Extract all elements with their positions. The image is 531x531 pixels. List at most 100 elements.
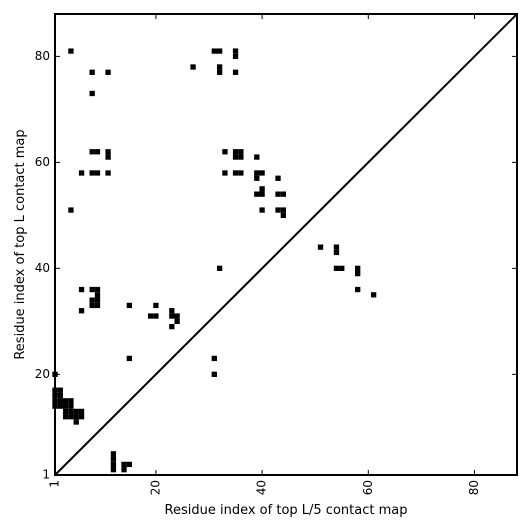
contact-point bbox=[78, 170, 85, 176]
contact-point bbox=[355, 286, 361, 293]
contact-point bbox=[169, 313, 175, 319]
x-tick-label: 1 bbox=[48, 480, 62, 488]
contact-point bbox=[280, 212, 286, 219]
contact-point bbox=[68, 403, 74, 409]
contact-point bbox=[94, 149, 101, 155]
diagonal-line bbox=[54, 13, 518, 476]
contact-point bbox=[105, 170, 111, 176]
contact-point bbox=[94, 286, 101, 293]
contact-point bbox=[232, 170, 239, 176]
contact-point bbox=[89, 149, 95, 155]
contact-point bbox=[211, 355, 217, 362]
contact-point bbox=[254, 154, 260, 160]
x-axis-label: Residue index of top L/5 contact map bbox=[165, 503, 408, 518]
contact-point bbox=[68, 414, 74, 420]
contact-point bbox=[78, 414, 85, 420]
contact-point bbox=[110, 461, 117, 468]
contact-point bbox=[94, 297, 101, 303]
contact-point bbox=[89, 170, 95, 176]
contact-point bbox=[62, 408, 69, 415]
contact-point bbox=[232, 154, 239, 160]
contact-point bbox=[259, 170, 265, 176]
contact-point bbox=[62, 403, 69, 409]
contact-point bbox=[153, 302, 159, 309]
contact-point bbox=[62, 398, 69, 404]
contact-point bbox=[259, 186, 265, 192]
contact-point bbox=[222, 149, 228, 155]
contact-point bbox=[254, 175, 260, 181]
contact-point bbox=[57, 398, 63, 404]
contact-point bbox=[110, 456, 117, 462]
contact-point bbox=[57, 403, 63, 409]
y-tick-label: 60 bbox=[35, 155, 50, 169]
contact-point bbox=[94, 302, 101, 309]
contact-point bbox=[370, 292, 377, 298]
contact-point bbox=[78, 308, 85, 314]
contact-point bbox=[73, 408, 79, 415]
plot-frame bbox=[54, 13, 518, 476]
contact-point bbox=[216, 48, 223, 54]
contact-point bbox=[275, 207, 281, 213]
contact-point bbox=[121, 467, 127, 473]
contact-point bbox=[105, 69, 111, 75]
y-tick-label: 40 bbox=[35, 261, 50, 275]
contact-point bbox=[280, 207, 286, 213]
points-layer bbox=[52, 48, 377, 473]
contact-point bbox=[333, 249, 340, 256]
contact-point bbox=[275, 175, 281, 181]
contact-point bbox=[232, 149, 239, 155]
contact-point bbox=[126, 302, 132, 309]
contact-point bbox=[105, 149, 111, 155]
contact-point bbox=[355, 265, 361, 271]
x-tick-label: 40 bbox=[255, 480, 269, 495]
contact-point bbox=[57, 387, 63, 393]
contact-point bbox=[62, 414, 69, 420]
contact-point bbox=[73, 419, 79, 425]
contact-point bbox=[169, 323, 175, 330]
contact-point bbox=[232, 48, 239, 54]
y-axis-ticks: 1 20 40 60 80 bbox=[35, 49, 517, 482]
contact-point bbox=[216, 265, 223, 271]
contact-point bbox=[238, 149, 244, 155]
contact-point bbox=[68, 207, 74, 213]
contact-point bbox=[94, 170, 101, 176]
contact-point bbox=[232, 69, 239, 75]
contact-point bbox=[355, 270, 361, 277]
contact-point bbox=[73, 414, 79, 420]
contact-point bbox=[105, 154, 111, 160]
contact-point bbox=[317, 244, 324, 250]
contact-point bbox=[110, 451, 117, 457]
contact-point bbox=[174, 313, 180, 319]
x-tick-label: 80 bbox=[467, 480, 481, 495]
contact-point bbox=[57, 392, 63, 399]
contact-point bbox=[153, 313, 159, 319]
contact-point bbox=[78, 286, 85, 293]
contact-point bbox=[126, 461, 132, 468]
x-axis-ticks: 1 20 40 60 80 bbox=[48, 14, 481, 495]
contact-point bbox=[190, 64, 196, 70]
contact-point bbox=[174, 318, 180, 324]
contact-point bbox=[254, 170, 260, 176]
contact-point bbox=[126, 355, 132, 362]
contact-point bbox=[333, 244, 340, 250]
contact-point bbox=[222, 170, 228, 176]
contact-point bbox=[89, 90, 95, 97]
contact-point bbox=[147, 313, 154, 319]
contact-point bbox=[232, 53, 239, 60]
contact-point bbox=[275, 191, 281, 197]
contact-point bbox=[68, 408, 74, 415]
contact-point bbox=[68, 48, 74, 54]
x-tick-label: 60 bbox=[361, 480, 375, 495]
contact-point bbox=[259, 191, 265, 197]
y-axis-label: Residue index of top L contact map bbox=[13, 129, 28, 359]
x-tick-label: 20 bbox=[148, 480, 162, 495]
contact-point bbox=[280, 191, 286, 197]
contact-point bbox=[89, 69, 95, 75]
contact-point bbox=[68, 398, 74, 404]
y-tick-label: 1 bbox=[42, 468, 50, 482]
y-tick-label: 20 bbox=[35, 367, 50, 381]
contact-point bbox=[110, 467, 117, 473]
contact-point bbox=[211, 371, 217, 377]
contact-point bbox=[94, 292, 101, 298]
